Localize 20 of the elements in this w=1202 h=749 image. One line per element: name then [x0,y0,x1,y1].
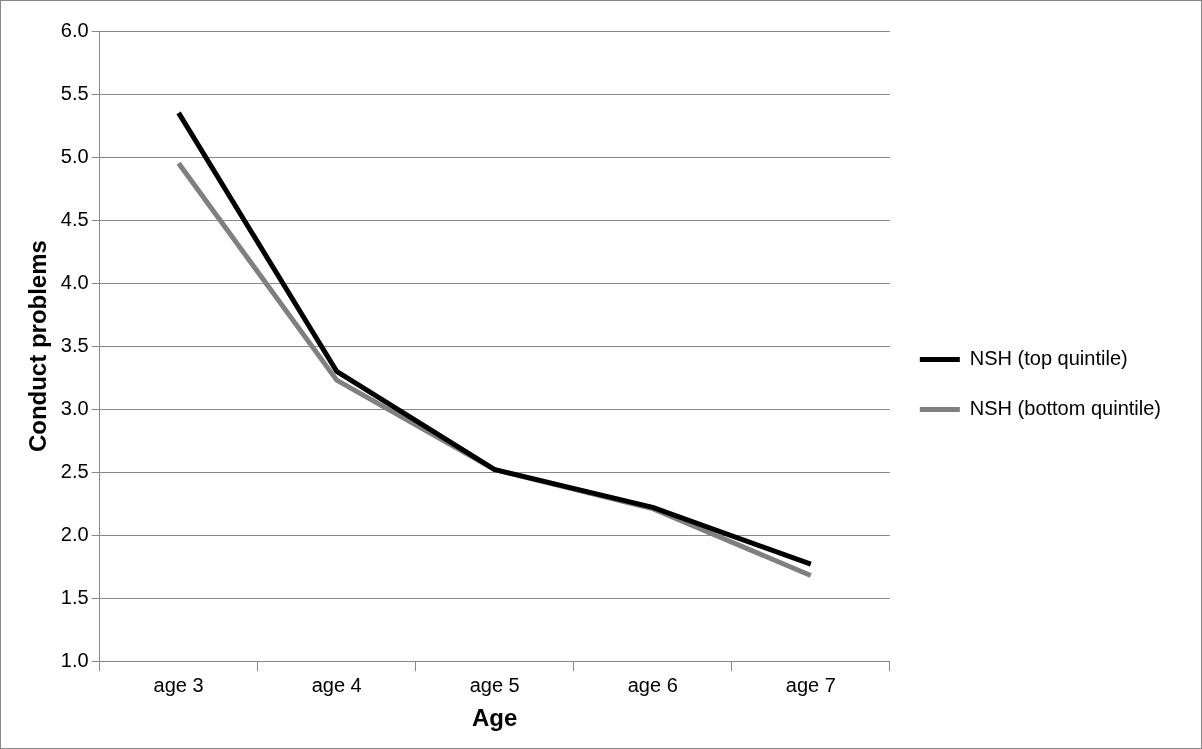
y-tick-label: 2.5 [60,459,89,482]
y-tick-label: 1.5 [60,585,89,608]
y-tick-label: 1.0 [60,648,89,671]
x-tick-label: age 7 [785,673,836,696]
y-tick-label: 6.0 [60,18,89,41]
y-tick-label: 5.5 [60,81,89,104]
y-tick-label: 2.0 [60,522,89,545]
y-axis-title: Conduct problems [24,240,52,453]
x-tick-label: age 3 [153,673,204,696]
y-tick-label: 3.5 [60,333,89,356]
x-tick-label: age 5 [469,673,520,696]
x-axis-title: Age [472,704,518,732]
y-tick-label: 4.0 [60,270,89,293]
y-tick-label: 5.0 [60,144,89,167]
x-tick-label: age 4 [311,673,362,696]
y-tick-label: 4.5 [60,207,89,230]
legend-label: NSH (top quintile) [969,347,1128,370]
y-tick-label: 3.0 [60,396,89,419]
x-tick-label: age 6 [627,673,678,696]
legend-label: NSH (bottom quintile) [969,397,1162,420]
